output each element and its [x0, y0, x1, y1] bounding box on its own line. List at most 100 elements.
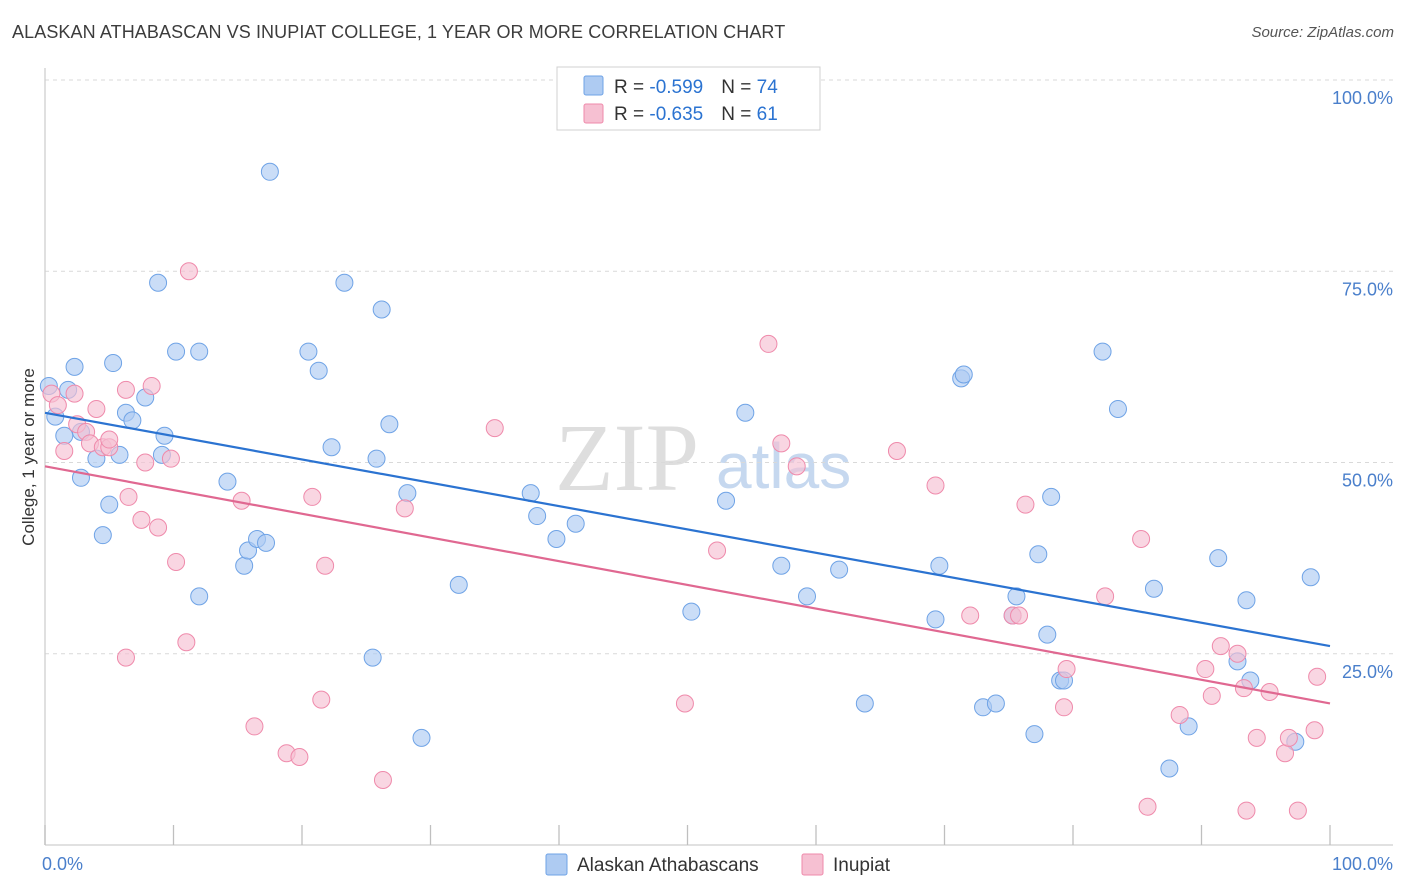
data-point: [257, 533, 276, 552]
legend-row-inupiat: R = -0.635 N = 61: [614, 104, 778, 125]
y-tick-label: 100.0%: [1332, 88, 1393, 108]
data-point: [1144, 579, 1163, 598]
data-point: [309, 361, 328, 380]
data-point: [682, 602, 701, 621]
data-point: [380, 415, 399, 434]
data-point: [398, 484, 417, 503]
data-point: [55, 442, 74, 461]
watermark: ZIP atlas: [555, 404, 851, 511]
data-point: [161, 449, 180, 468]
data-point: [926, 476, 945, 495]
x-tick-labels: 0.0% 100.0%: [42, 854, 1393, 874]
watermark-zip: ZIP: [555, 404, 699, 511]
data-point: [316, 556, 335, 575]
data-point: [119, 487, 138, 506]
data-point: [312, 690, 331, 709]
data-point: [132, 510, 151, 529]
data-point: [1057, 660, 1076, 679]
data-point: [675, 694, 694, 713]
y-axis-label: College, 1 year or more: [19, 368, 38, 546]
legend-swatch-athabascan: [583, 75, 604, 96]
data-point: [116, 648, 135, 667]
data-point: [1202, 686, 1221, 705]
data-point: [123, 411, 142, 430]
stats-legend: R = -0.599 N = 74 R = -0.635 N = 61: [556, 66, 821, 131]
series-legend-label-athabascan: Alaskan Athabascans: [577, 855, 759, 876]
data-point: [926, 610, 945, 629]
data-point: [395, 499, 414, 518]
data-point: [303, 487, 322, 506]
legend-row-athabascan: R = -0.599 N = 74: [614, 77, 778, 98]
legend-n-label: N =: [721, 104, 756, 125]
data-point: [1276, 744, 1295, 763]
x-tick-label-min: 0.0%: [42, 854, 83, 874]
data-point: [787, 457, 806, 476]
data-point: [1237, 591, 1256, 610]
trend-lines: [44, 411, 1331, 705]
chart-source: Source: ZipAtlas.com: [1251, 24, 1394, 41]
legend-swatch-inupiat: [583, 103, 604, 124]
data-point: [65, 384, 84, 403]
y-tick-label: 75.0%: [1342, 279, 1393, 299]
data-point: [1093, 342, 1112, 361]
data-point: [177, 633, 196, 652]
data-point: [736, 403, 755, 422]
data-point: [167, 552, 186, 571]
data-point: [961, 606, 980, 625]
data-point: [1211, 637, 1230, 656]
data-point: [1025, 725, 1044, 744]
data-point: [245, 717, 264, 736]
data-point: [235, 556, 254, 575]
data-point: [179, 262, 198, 281]
data-point: [149, 518, 168, 537]
data-point: [367, 449, 386, 468]
data-point: [1247, 728, 1266, 747]
data-point: [1170, 705, 1189, 724]
data-point: [1010, 606, 1029, 625]
legend-r-value: -0.599: [649, 77, 703, 98]
axes: [44, 68, 1393, 846]
data-point: [954, 365, 973, 384]
data-point: [887, 442, 906, 461]
data-point: [986, 694, 1005, 713]
data-point: [1055, 698, 1074, 717]
data-point: [1108, 399, 1127, 418]
series-legend-label-inupiat: Inupiat: [833, 855, 891, 876]
data-point: [100, 430, 119, 449]
data-point: [260, 162, 279, 181]
data-point: [218, 472, 237, 491]
series-legend: Alaskan Athabascans Inupiat: [545, 853, 891, 876]
series-legend-swatch-athabascan: [545, 853, 568, 876]
data-point: [1016, 495, 1035, 514]
series-points-inupiat: [42, 262, 1327, 820]
data-point: [412, 728, 431, 747]
data-point: [1209, 549, 1228, 568]
data-point: [335, 273, 354, 292]
data-point: [717, 491, 736, 510]
data-point: [855, 694, 874, 713]
data-point: [372, 300, 391, 319]
data-point: [1228, 644, 1247, 663]
data-point: [1132, 530, 1151, 548]
data-point: [48, 396, 67, 415]
legend-r-value: -0.635: [649, 104, 703, 125]
data-point: [1038, 625, 1057, 644]
legend-r-label: R =: [614, 77, 649, 98]
data-point: [547, 530, 566, 548]
chart-title: ALASKAN ATHABASCAN VS INUPIAT COLLEGE, 1…: [12, 22, 786, 42]
data-point: [1029, 545, 1048, 564]
data-point: [93, 526, 112, 545]
data-point: [830, 560, 849, 579]
trend-line-inupiat: [44, 465, 1331, 705]
data-point: [65, 357, 84, 376]
data-point: [87, 399, 106, 418]
data-point: [142, 377, 161, 395]
data-point: [930, 556, 949, 575]
data-point: [485, 419, 504, 438]
data-point: [1288, 801, 1307, 820]
legend-n-label: N =: [721, 77, 756, 98]
data-point: [373, 770, 392, 789]
data-point: [167, 342, 186, 361]
data-point: [363, 648, 382, 667]
